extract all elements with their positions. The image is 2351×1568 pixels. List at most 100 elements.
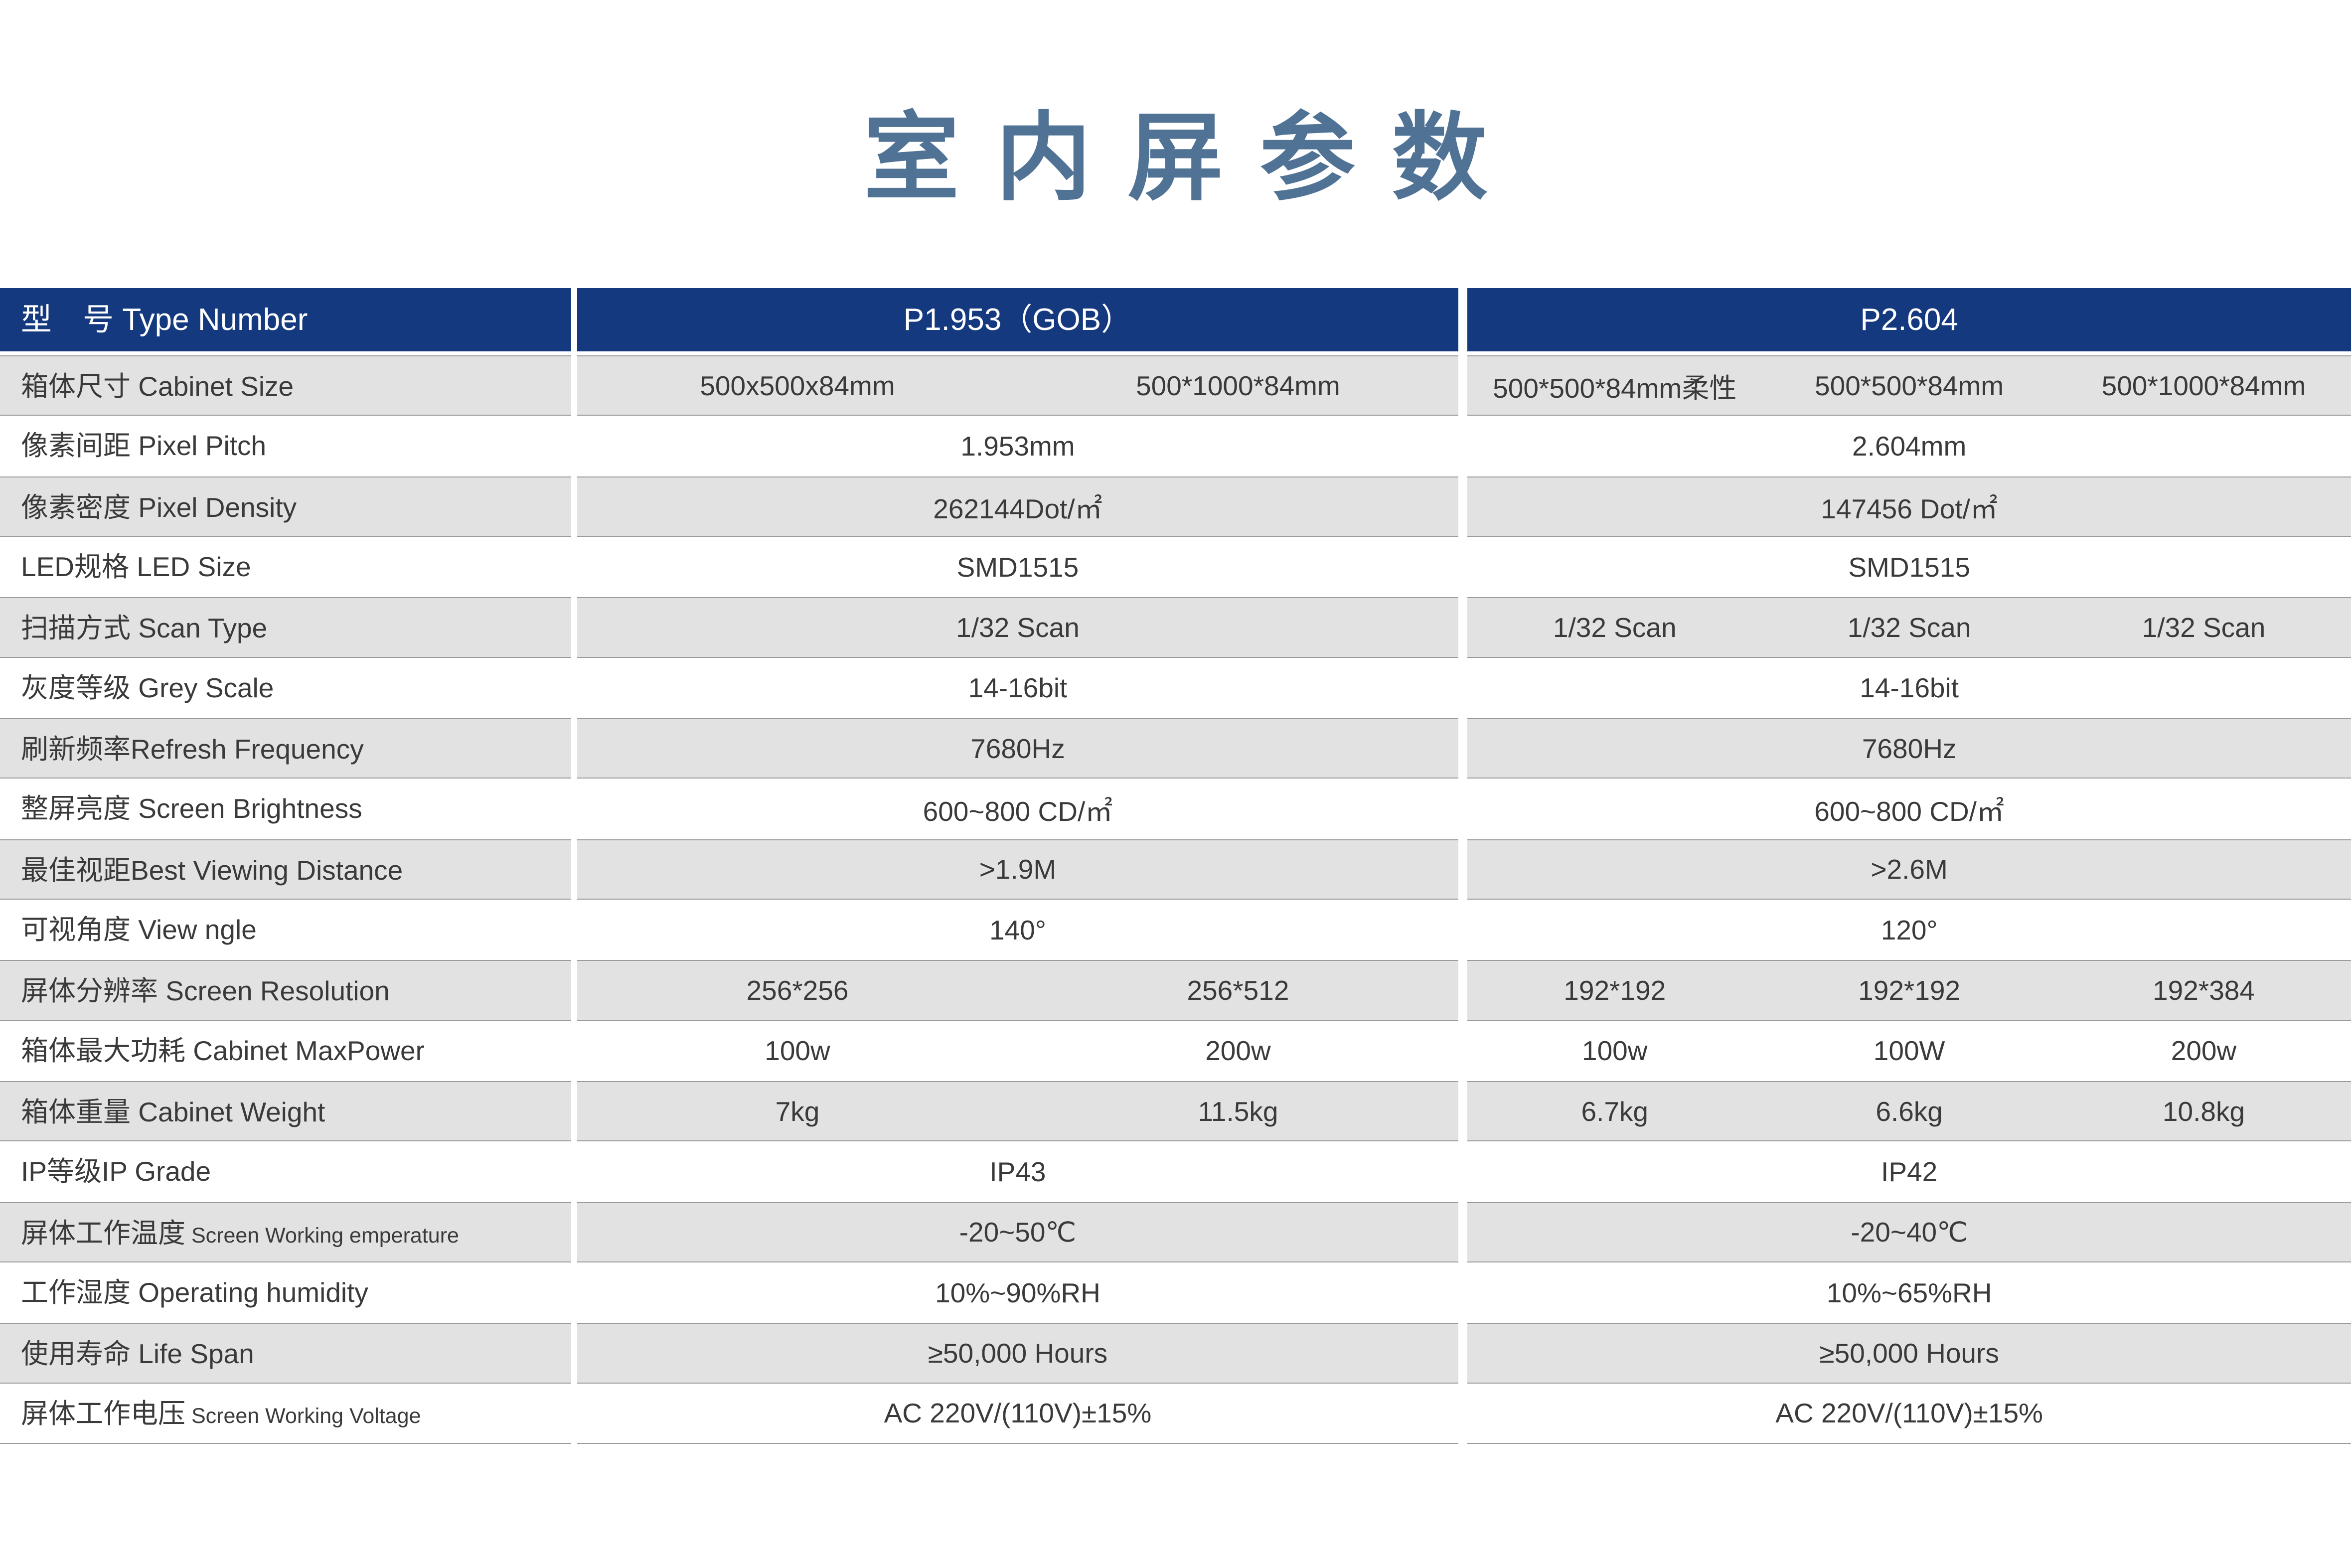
value: -20~40℃ — [1851, 1217, 1968, 1248]
p1-screen-brightness: 600~800 CD/㎡ — [577, 779, 1458, 839]
spec-column-p2604: P2.604 500*500*84mm柔性 500*500*84mm 500*100… — [1467, 288, 2351, 1444]
label-ip-grade: IP等级IP Grade — [0, 1141, 571, 1202]
label-en: Screen Resolution — [158, 975, 390, 1007]
value: 11.5kg — [1198, 1096, 1278, 1127]
value: >1.9M — [979, 854, 1057, 885]
label-en: Cabinet Size — [131, 371, 294, 402]
label-en: Screen Brightness — [131, 793, 362, 824]
value: 10%~65%RH — [1826, 1277, 1992, 1308]
value: 2.604mm — [1852, 430, 1967, 462]
label-en: LED Size — [129, 551, 251, 582]
p2-pixel-pitch: 2.604mm — [1467, 416, 2351, 476]
label-zh: 使用寿命 — [21, 1338, 131, 1370]
value: IP43 — [989, 1156, 1046, 1187]
value: ≥50,000 Hours — [928, 1337, 1108, 1369]
value: 192*192 — [1564, 974, 1666, 1006]
p1953-title: P1.953（GOB） — [903, 303, 1132, 337]
p2-pixel-density: 147456 Dot/㎡ — [1467, 476, 2351, 537]
label-en: View ngle — [131, 914, 257, 945]
value: 147456 Dot/㎡ — [1821, 493, 1998, 525]
label-zh: 可视角度 — [21, 914, 131, 945]
p2-cabinet-weight: 6.7kg 6.6kg 10.8kg — [1467, 1081, 2351, 1142]
p1-refresh-frequency: 7680Hz — [577, 718, 1458, 779]
p2-screen-resolution: 192*192 192*192 192*384 — [1467, 960, 2351, 1021]
value: AC 220V/(110V)±15% — [884, 1398, 1152, 1429]
label-en: Life Span — [131, 1338, 254, 1370]
value: SMD1515 — [1848, 551, 1970, 583]
label-pixel-density: 像素密度 Pixel Density — [0, 476, 571, 537]
p1-scan-type: 1/32 Scan — [577, 597, 1458, 658]
p2-working-voltage: AC 220V/(110V)±15% — [1467, 1384, 2351, 1444]
label-zh: 屏体分辨率 — [21, 975, 158, 1007]
p1-screen-resolution: 256*256 256*512 — [577, 960, 1458, 1021]
value: 500*500*84mm柔性 — [1493, 372, 1737, 404]
value: IP42 — [1881, 1156, 1938, 1187]
label-zh: LED规格 — [21, 551, 129, 582]
p2-operating-humidity: 10%~65%RH — [1467, 1262, 2351, 1323]
label-zh: 刷新频率 — [21, 733, 131, 765]
value: 192*384 — [2153, 974, 2255, 1006]
value: -20~50℃ — [959, 1217, 1077, 1248]
p1-cabinet-weight: 7kg 11.5kg — [577, 1081, 1458, 1142]
p2-screen-brightness: 600~800 CD/㎡ — [1467, 779, 2351, 839]
p1-pixel-pitch: 1.953mm — [577, 416, 1458, 476]
label-cabinet-maxpower: 箱体最大功耗 Cabinet MaxPower — [0, 1021, 571, 1081]
label-en: Refresh Frequency — [131, 733, 364, 765]
p2-led-size: SMD1515 — [1467, 537, 2351, 597]
label-zh: 像素密度 — [21, 491, 131, 523]
value: 6.7kg — [1581, 1096, 1649, 1127]
value: SMD1515 — [956, 551, 1079, 583]
value: 140° — [989, 914, 1046, 945]
label-en: Scan Type — [131, 613, 268, 644]
label-zh: 箱体尺寸 — [21, 371, 131, 402]
label-en: Best Viewing Distance — [131, 854, 403, 886]
label-life-span: 使用寿命 Life Span — [0, 1323, 571, 1384]
p2-cabinet-maxpower: 100w 100W 200w — [1467, 1021, 2351, 1081]
label-pixel-pitch: 像素间距 Pixel Pitch — [0, 416, 571, 476]
label-en: Cabinet MaxPower — [185, 1035, 425, 1066]
p1-ip-grade: IP43 — [577, 1141, 1458, 1202]
label-en: Cabinet Weight — [131, 1096, 325, 1127]
p2-best-viewing-distance: >2.6M — [1467, 839, 2351, 900]
value: >2.6M — [1871, 854, 1948, 885]
p1-led-size: SMD1515 — [577, 537, 1458, 597]
value: 6.6kg — [1876, 1096, 1943, 1127]
value: 262144Dot/㎡ — [933, 493, 1102, 525]
label-operating-humidity: 工作湿度 Operating humidity — [0, 1262, 571, 1323]
label-en: Pixel Pitch — [131, 430, 267, 462]
p1-view-angle: 140° — [577, 900, 1458, 960]
value: AC 220V/(110V)±15% — [1775, 1398, 2043, 1429]
p1-life-span: ≥50,000 Hours — [577, 1323, 1458, 1384]
value: 1/32 Scan — [1553, 612, 1677, 643]
p2-refresh-frequency: 7680Hz — [1467, 718, 2351, 779]
label-zh: 像素间距 — [21, 430, 131, 462]
label-zh: 最佳视距 — [21, 854, 131, 886]
value: 200w — [1205, 1035, 1271, 1067]
value: 200w — [2171, 1035, 2237, 1067]
label-zh: 整屏亮度 — [21, 793, 131, 824]
header-col-p1953: P1.953（GOB） — [577, 288, 1458, 351]
label-en: Screen Working Voltage — [185, 1404, 421, 1428]
value: 192*192 — [1858, 974, 1961, 1006]
type-number-label: 型 号 Type Number — [21, 303, 308, 337]
header-col-p2604: P2.604 — [1467, 288, 2351, 351]
value: 500x500x84mm — [700, 370, 895, 401]
label-zh: 箱体重量 — [21, 1096, 131, 1127]
value: 7680Hz — [1862, 733, 1957, 764]
label-scan-type: 扫描方式 Scan Type — [0, 597, 571, 658]
value: 500*1000*84mm — [1136, 370, 1340, 401]
label-cabinet-weight: 箱体重量 Cabinet Weight — [0, 1081, 571, 1142]
spec-table: 型 号 Type Number 箱体尺寸 Cabinet Size 像素间距 P… — [0, 288, 2351, 1444]
label-zh: IP等级 — [21, 1156, 102, 1187]
label-view-angle: 可视角度 View ngle — [0, 900, 571, 960]
label-zh: 灰度等级 — [21, 672, 131, 703]
value: 10%~90%RH — [935, 1277, 1100, 1308]
value: 7kg — [775, 1096, 820, 1127]
value: 100w — [765, 1035, 830, 1067]
label-en: Pixel Density — [131, 491, 297, 523]
p1-grey-scale: 14-16bit — [577, 658, 1458, 718]
value: 100W — [1873, 1035, 1945, 1067]
label-screen-brightness: 整屏亮度 Screen Brightness — [0, 779, 571, 839]
value: 256*512 — [1187, 974, 1289, 1006]
value: 7680Hz — [970, 733, 1065, 764]
